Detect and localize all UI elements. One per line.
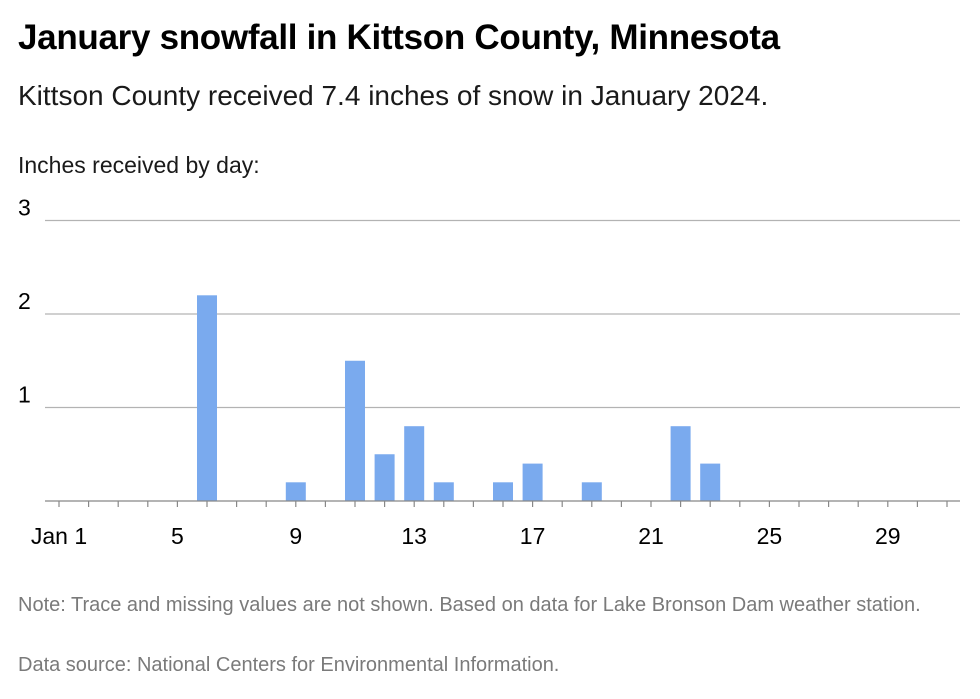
y-axis-label: Inches received by day: bbox=[18, 152, 260, 178]
y-tick-label: 3 bbox=[18, 195, 31, 221]
x-tick-label: 29 bbox=[875, 523, 901, 549]
bar bbox=[285, 482, 306, 501]
gridlines bbox=[45, 219, 960, 409]
bar bbox=[700, 463, 721, 501]
bar-chart: 1 2 3 Jan 1 5 9 13 17 21 25 29 bbox=[18, 195, 960, 549]
data-source: Data source: National Centers for Enviro… bbox=[18, 654, 560, 676]
bar bbox=[345, 360, 365, 501]
bar bbox=[670, 426, 691, 501]
bar bbox=[493, 482, 513, 501]
x-tick-label: 13 bbox=[401, 523, 427, 549]
bar bbox=[374, 454, 395, 501]
x-axis bbox=[45, 500, 960, 507]
chart-note: Note: Trace and missing values are not s… bbox=[18, 594, 921, 616]
x-tick-label: Jan 1 bbox=[31, 523, 87, 549]
y-tick-label: 2 bbox=[18, 288, 31, 314]
bar bbox=[522, 463, 543, 501]
y-tick-labels: 1 2 3 bbox=[18, 195, 31, 408]
x-tick-label: 17 bbox=[520, 523, 546, 549]
x-tick-label: 21 bbox=[638, 523, 664, 549]
x-tick-label: 9 bbox=[289, 523, 302, 549]
x-tick-label: 5 bbox=[171, 523, 184, 549]
bar bbox=[404, 426, 425, 501]
bars bbox=[197, 295, 721, 501]
bar bbox=[197, 295, 217, 501]
chart-title: January snowfall in Kittson County, Minn… bbox=[18, 18, 780, 57]
y-tick-label: 1 bbox=[18, 382, 31, 408]
bar bbox=[433, 482, 454, 501]
chart-subtitle: Kittson County received 7.4 inches of sn… bbox=[18, 80, 769, 111]
bar bbox=[581, 482, 602, 501]
x-tick-labels: Jan 1 5 9 13 17 21 25 29 bbox=[31, 523, 901, 549]
x-tick-label: 25 bbox=[757, 523, 783, 549]
